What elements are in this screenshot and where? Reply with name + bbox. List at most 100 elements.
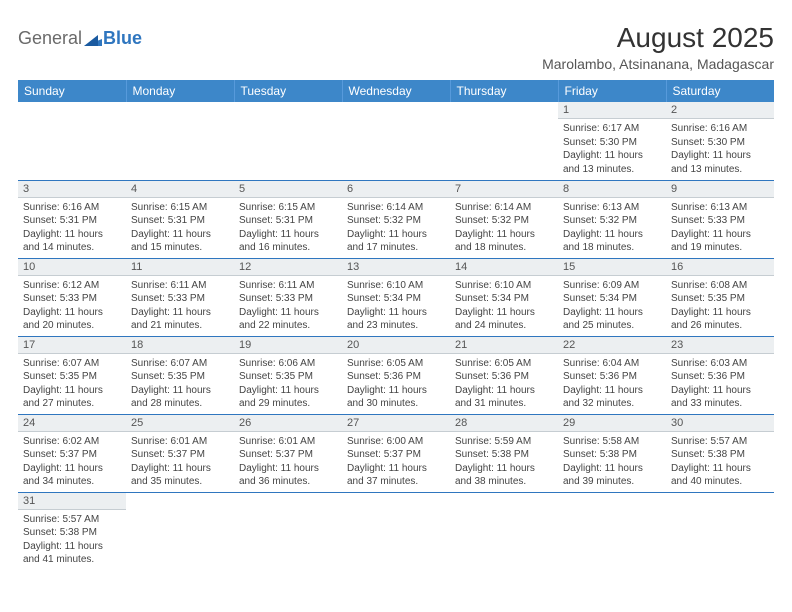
day-header: Tuesday [234, 80, 342, 102]
calendar-day-cell: 1Sunrise: 6:17 AMSunset: 5:30 PMDaylight… [558, 102, 666, 180]
day-body: Sunrise: 6:13 AMSunset: 5:32 PMDaylight:… [558, 198, 666, 258]
calendar-day-cell: 13Sunrise: 6:10 AMSunset: 5:34 PMDayligh… [342, 258, 450, 336]
calendar-day-cell: 28Sunrise: 5:59 AMSunset: 5:38 PMDayligh… [450, 414, 558, 492]
day-body: Sunrise: 6:02 AMSunset: 5:37 PMDaylight:… [18, 432, 126, 492]
day-number: 20 [342, 337, 450, 354]
logo-flag-icon [84, 32, 102, 46]
day-number: 16 [666, 259, 774, 276]
day-body: Sunrise: 6:07 AMSunset: 5:35 PMDaylight:… [126, 354, 234, 414]
day-body: Sunrise: 6:09 AMSunset: 5:34 PMDaylight:… [558, 276, 666, 336]
calendar-day-cell: 12Sunrise: 6:11 AMSunset: 5:33 PMDayligh… [234, 258, 342, 336]
calendar-week-row: 1Sunrise: 6:17 AMSunset: 5:30 PMDaylight… [18, 102, 774, 180]
day-number: 23 [666, 337, 774, 354]
day-number: 3 [18, 181, 126, 198]
day-number: 5 [234, 181, 342, 198]
calendar-header-row: SundayMondayTuesdayWednesdayThursdayFrid… [18, 80, 774, 102]
day-number: 1 [558, 102, 666, 119]
calendar-week-row: 3Sunrise: 6:16 AMSunset: 5:31 PMDaylight… [18, 180, 774, 258]
page-header: General Blue August 2025 Marolambo, Atsi… [18, 22, 774, 72]
calendar-day-cell: 15Sunrise: 6:09 AMSunset: 5:34 PMDayligh… [558, 258, 666, 336]
day-body: Sunrise: 5:59 AMSunset: 5:38 PMDaylight:… [450, 432, 558, 492]
day-number: 7 [450, 181, 558, 198]
calendar-day-cell: 2Sunrise: 6:16 AMSunset: 5:30 PMDaylight… [666, 102, 774, 180]
day-number: 10 [18, 259, 126, 276]
day-body: Sunrise: 6:05 AMSunset: 5:36 PMDaylight:… [450, 354, 558, 414]
calendar-day-cell: 6Sunrise: 6:14 AMSunset: 5:32 PMDaylight… [342, 180, 450, 258]
day-number: 22 [558, 337, 666, 354]
logo-text-general: General [18, 28, 82, 49]
day-number: 24 [18, 415, 126, 432]
calendar-day-cell: 21Sunrise: 6:05 AMSunset: 5:36 PMDayligh… [450, 336, 558, 414]
calendar-day-cell: 31Sunrise: 5:57 AMSunset: 5:38 PMDayligh… [18, 492, 126, 570]
day-number: 13 [342, 259, 450, 276]
location-text: Marolambo, Atsinanana, Madagascar [542, 56, 774, 72]
day-number: 12 [234, 259, 342, 276]
day-number: 9 [666, 181, 774, 198]
day-body: Sunrise: 6:16 AMSunset: 5:31 PMDaylight:… [18, 198, 126, 258]
page-title: August 2025 [542, 22, 774, 54]
day-number: 18 [126, 337, 234, 354]
calendar-day-cell [450, 492, 558, 570]
day-number: 2 [666, 102, 774, 119]
day-number: 31 [18, 493, 126, 510]
day-number: 26 [234, 415, 342, 432]
calendar-week-row: 24Sunrise: 6:02 AMSunset: 5:37 PMDayligh… [18, 414, 774, 492]
day-body: Sunrise: 6:01 AMSunset: 5:37 PMDaylight:… [234, 432, 342, 492]
day-body: Sunrise: 6:04 AMSunset: 5:36 PMDaylight:… [558, 354, 666, 414]
calendar-day-cell: 22Sunrise: 6:04 AMSunset: 5:36 PMDayligh… [558, 336, 666, 414]
day-body: Sunrise: 6:13 AMSunset: 5:33 PMDaylight:… [666, 198, 774, 258]
day-body: Sunrise: 6:10 AMSunset: 5:34 PMDaylight:… [450, 276, 558, 336]
title-block: August 2025 Marolambo, Atsinanana, Madag… [542, 22, 774, 72]
day-header: Saturday [666, 80, 774, 102]
day-body: Sunrise: 6:07 AMSunset: 5:35 PMDaylight:… [18, 354, 126, 414]
calendar-day-cell [126, 492, 234, 570]
day-body: Sunrise: 5:58 AMSunset: 5:38 PMDaylight:… [558, 432, 666, 492]
calendar-day-cell: 11Sunrise: 6:11 AMSunset: 5:33 PMDayligh… [126, 258, 234, 336]
calendar-day-cell: 23Sunrise: 6:03 AMSunset: 5:36 PMDayligh… [666, 336, 774, 414]
day-header: Sunday [18, 80, 126, 102]
calendar-week-row: 31Sunrise: 5:57 AMSunset: 5:38 PMDayligh… [18, 492, 774, 570]
calendar-day-cell: 30Sunrise: 5:57 AMSunset: 5:38 PMDayligh… [666, 414, 774, 492]
day-header: Wednesday [342, 80, 450, 102]
day-number: 30 [666, 415, 774, 432]
calendar-day-cell: 14Sunrise: 6:10 AMSunset: 5:34 PMDayligh… [450, 258, 558, 336]
day-header: Monday [126, 80, 234, 102]
day-body: Sunrise: 6:05 AMSunset: 5:36 PMDaylight:… [342, 354, 450, 414]
calendar-day-cell: 8Sunrise: 6:13 AMSunset: 5:32 PMDaylight… [558, 180, 666, 258]
day-body: Sunrise: 6:10 AMSunset: 5:34 PMDaylight:… [342, 276, 450, 336]
calendar-day-cell: 5Sunrise: 6:15 AMSunset: 5:31 PMDaylight… [234, 180, 342, 258]
calendar-day-cell: 4Sunrise: 6:15 AMSunset: 5:31 PMDaylight… [126, 180, 234, 258]
day-body: Sunrise: 5:57 AMSunset: 5:38 PMDaylight:… [18, 510, 126, 570]
day-number: 11 [126, 259, 234, 276]
calendar-week-row: 17Sunrise: 6:07 AMSunset: 5:35 PMDayligh… [18, 336, 774, 414]
calendar-day-cell [18, 102, 126, 180]
day-number: 6 [342, 181, 450, 198]
day-body: Sunrise: 5:57 AMSunset: 5:38 PMDaylight:… [666, 432, 774, 492]
day-number: 15 [558, 259, 666, 276]
day-body: Sunrise: 6:14 AMSunset: 5:32 PMDaylight:… [342, 198, 450, 258]
day-number: 8 [558, 181, 666, 198]
day-number: 19 [234, 337, 342, 354]
day-number: 21 [450, 337, 558, 354]
calendar-day-cell: 25Sunrise: 6:01 AMSunset: 5:37 PMDayligh… [126, 414, 234, 492]
day-number: 28 [450, 415, 558, 432]
day-number: 4 [126, 181, 234, 198]
day-header: Friday [558, 80, 666, 102]
day-number: 29 [558, 415, 666, 432]
logo-text-blue: Blue [103, 28, 142, 49]
day-body: Sunrise: 6:01 AMSunset: 5:37 PMDaylight:… [126, 432, 234, 492]
calendar-day-cell: 27Sunrise: 6:00 AMSunset: 5:37 PMDayligh… [342, 414, 450, 492]
calendar-day-cell: 24Sunrise: 6:02 AMSunset: 5:37 PMDayligh… [18, 414, 126, 492]
day-number: 25 [126, 415, 234, 432]
calendar-day-cell [666, 492, 774, 570]
day-body: Sunrise: 6:14 AMSunset: 5:32 PMDaylight:… [450, 198, 558, 258]
calendar-day-cell: 18Sunrise: 6:07 AMSunset: 5:35 PMDayligh… [126, 336, 234, 414]
day-body: Sunrise: 6:16 AMSunset: 5:30 PMDaylight:… [666, 119, 774, 179]
day-body: Sunrise: 6:08 AMSunset: 5:35 PMDaylight:… [666, 276, 774, 336]
day-number: 27 [342, 415, 450, 432]
day-number: 14 [450, 259, 558, 276]
calendar-day-cell: 10Sunrise: 6:12 AMSunset: 5:33 PMDayligh… [18, 258, 126, 336]
calendar-day-cell: 16Sunrise: 6:08 AMSunset: 5:35 PMDayligh… [666, 258, 774, 336]
day-body: Sunrise: 6:06 AMSunset: 5:35 PMDaylight:… [234, 354, 342, 414]
calendar-table: SundayMondayTuesdayWednesdayThursdayFrid… [18, 80, 774, 570]
